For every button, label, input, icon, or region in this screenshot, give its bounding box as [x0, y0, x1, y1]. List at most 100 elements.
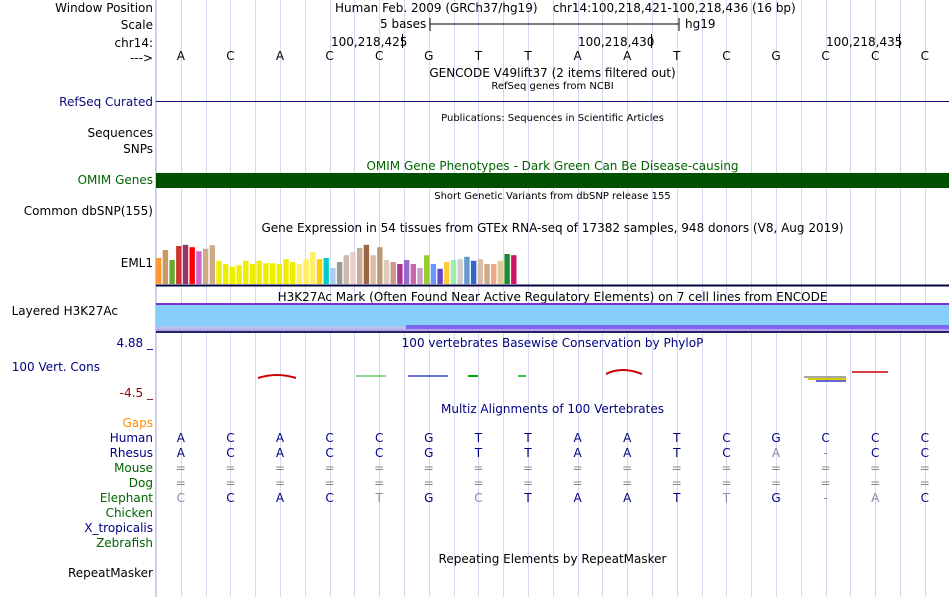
gtex-tissue-bar[interactable] — [182, 244, 189, 284]
gtex-tissue-bar[interactable] — [497, 260, 504, 284]
gtex-tissue-bar[interactable] — [162, 250, 169, 284]
gtex-tissue-bar[interactable] — [249, 264, 256, 284]
gtex-tissue-bar[interactable] — [491, 264, 497, 284]
species-label[interactable]: Elephant — [99, 491, 153, 505]
refseq-track-title[interactable]: RefSeq genes from NCBI — [491, 81, 614, 92]
gtex-tissue-bar[interactable] — [410, 264, 416, 284]
omim-gene-bar[interactable] — [156, 173, 949, 188]
h3k27ac-signal[interactable] — [156, 303, 949, 334]
species-label[interactable]: Human — [109, 431, 153, 445]
gtex-tissue-bar[interactable] — [223, 264, 229, 284]
gtex-tissue-bar[interactable] — [263, 263, 269, 284]
gtex-tissue-bar[interactable] — [209, 245, 215, 284]
label-eml1[interactable]: EML1 — [120, 256, 153, 270]
gtex-tissue-bar[interactable] — [370, 255, 376, 284]
gtex-tissue-bar[interactable] — [397, 264, 403, 284]
omim-track-title[interactable]: OMIM Gene Phenotypes - Dark Green Can Be… — [366, 159, 739, 173]
label-100-vert-cons[interactable]: 100 Vert. Cons — [11, 360, 100, 374]
label-refseq-curated[interactable]: RefSeq Curated — [59, 95, 153, 109]
gtex-tissue-bar[interactable] — [202, 248, 209, 284]
gtex-tissue-bar[interactable] — [477, 259, 483, 284]
gtex-tissue-bar[interactable] — [464, 256, 470, 284]
gtex-tissue-bar[interactable] — [511, 255, 517, 284]
gtex-tissue-bar[interactable] — [243, 260, 249, 284]
gtex-tissue-bar[interactable] — [269, 263, 276, 284]
gtex-tissue-bar[interactable] — [330, 268, 336, 284]
label-scale[interactable]: Scale — [120, 18, 153, 32]
species-label[interactable]: Chicken — [105, 506, 153, 520]
h3k27ac-track-title[interactable]: H3K27Ac Mark (Often Found Near Active Re… — [277, 290, 828, 304]
alignment-base: = — [622, 461, 633, 475]
gtex-tissue-bar[interactable] — [196, 251, 202, 284]
alignment-base: = — [919, 461, 930, 475]
gtex-tissue-bar[interactable] — [457, 259, 463, 284]
gtex-tissue-bar[interactable] — [383, 260, 390, 284]
gtex-tissue-bar[interactable] — [363, 244, 370, 284]
alignment-base: C — [870, 446, 880, 460]
gtex-tissue-bar[interactable] — [484, 264, 490, 284]
gtex-tissue-bar[interactable] — [444, 262, 450, 284]
gtex-tissue-bar[interactable] — [504, 254, 510, 284]
label-sequences[interactable]: Sequences — [87, 126, 153, 140]
label-arrow[interactable]: ---> — [129, 51, 153, 65]
label-chrom[interactable]: chr14: — [114, 36, 153, 50]
gtex-tissue-bar[interactable] — [437, 268, 443, 284]
species-label[interactable]: Mouse — [114, 461, 153, 475]
gtex-tissue-bar[interactable] — [176, 246, 182, 284]
gtex-tissue-bar[interactable] — [403, 260, 410, 284]
gencode-track-title[interactable]: GENCODE V49lift37 (2 items filtered out) — [429, 66, 676, 80]
alignment-base: = — [820, 461, 831, 475]
coord-tick — [402, 34, 403, 48]
label-snps[interactable]: SNPs — [123, 142, 153, 156]
gtex-tissue-bar[interactable] — [303, 259, 309, 284]
repeatmasker-track-title[interactable]: Repeating Elements by RepeatMasker — [438, 552, 667, 566]
species-label[interactable]: Rhesus — [109, 446, 153, 460]
gtex-tissue-bar[interactable] — [256, 260, 262, 284]
gtex-tissue-bar[interactable] — [156, 258, 162, 284]
scale-assembly: hg19 — [685, 17, 716, 31]
multiz-track-title[interactable]: Multiz Alignments of 100 Vertebrates — [440, 402, 665, 416]
species-label[interactable]: X_tropicalis — [84, 521, 153, 535]
phylop-track-title[interactable]: 100 vertebrates Basewise Conservation by… — [401, 336, 704, 350]
gtex-tissue-bar[interactable] — [350, 252, 356, 284]
gtex-tissue-bar[interactable] — [310, 252, 316, 284]
publications-track-title[interactable]: Publications: Sequences in Scientific Ar… — [441, 113, 664, 124]
label-window-position[interactable]: Window Position — [55, 1, 153, 15]
label-gaps[interactable]: Gaps — [122, 416, 153, 430]
gtex-bar-chart[interactable] — [156, 236, 949, 288]
gtex-tissue-bar[interactable] — [336, 262, 343, 284]
gtex-track-title[interactable]: Gene Expression in 54 tissues from GTEx … — [261, 221, 844, 235]
gtex-tissue-bar[interactable] — [430, 264, 437, 284]
gtex-tissue-bar[interactable] — [316, 259, 323, 284]
gtex-tissue-bar[interactable] — [216, 260, 222, 284]
gtex-tissue-bar[interactable] — [424, 255, 430, 284]
gtex-tissue-bar[interactable] — [417, 268, 423, 284]
label-layered-h3k27ac[interactable]: Layered H3K27Ac — [11, 304, 118, 318]
gtex-tissue-bar[interactable] — [390, 262, 396, 284]
gtex-tissue-bar[interactable] — [296, 264, 303, 284]
gtex-tissue-bar[interactable] — [323, 258, 329, 284]
phylop-wiggle[interactable] — [156, 350, 949, 390]
gtex-tissue-bar[interactable] — [169, 260, 175, 284]
gtex-tissue-bar[interactable] — [357, 248, 363, 284]
dbsnp-track-title[interactable]: Short Genetic Variants from dbSNP releas… — [434, 191, 671, 202]
gtex-tissue-bar[interactable] — [283, 259, 289, 284]
gtex-tissue-bar[interactable] — [470, 260, 477, 284]
coord-tick — [899, 34, 900, 48]
gtex-tissue-bar[interactable] — [236, 265, 242, 284]
gtex-tissue-bar[interactable] — [229, 266, 236, 284]
species-label[interactable]: Dog — [128, 476, 153, 490]
gtex-tissue-bar[interactable] — [343, 255, 349, 284]
gtex-tissue-bar[interactable] — [189, 247, 195, 284]
label-repeatmasker[interactable]: RepeatMasker — [67, 566, 153, 580]
label-common-dbsnp[interactable]: Common dbSNP(155) — [23, 204, 153, 218]
species-label[interactable]: Zebrafish — [96, 536, 153, 550]
gtex-tissue-bar[interactable] — [290, 262, 296, 284]
refseq-gene-line[interactable] — [156, 101, 949, 102]
gtex-tissue-bar[interactable] — [276, 264, 282, 284]
label-omim-genes[interactable]: OMIM Genes — [77, 173, 153, 187]
gtex-tissue-bar[interactable] — [450, 260, 457, 284]
sequence-base: G — [771, 49, 781, 63]
gtex-tissue-bar[interactable] — [377, 247, 383, 284]
